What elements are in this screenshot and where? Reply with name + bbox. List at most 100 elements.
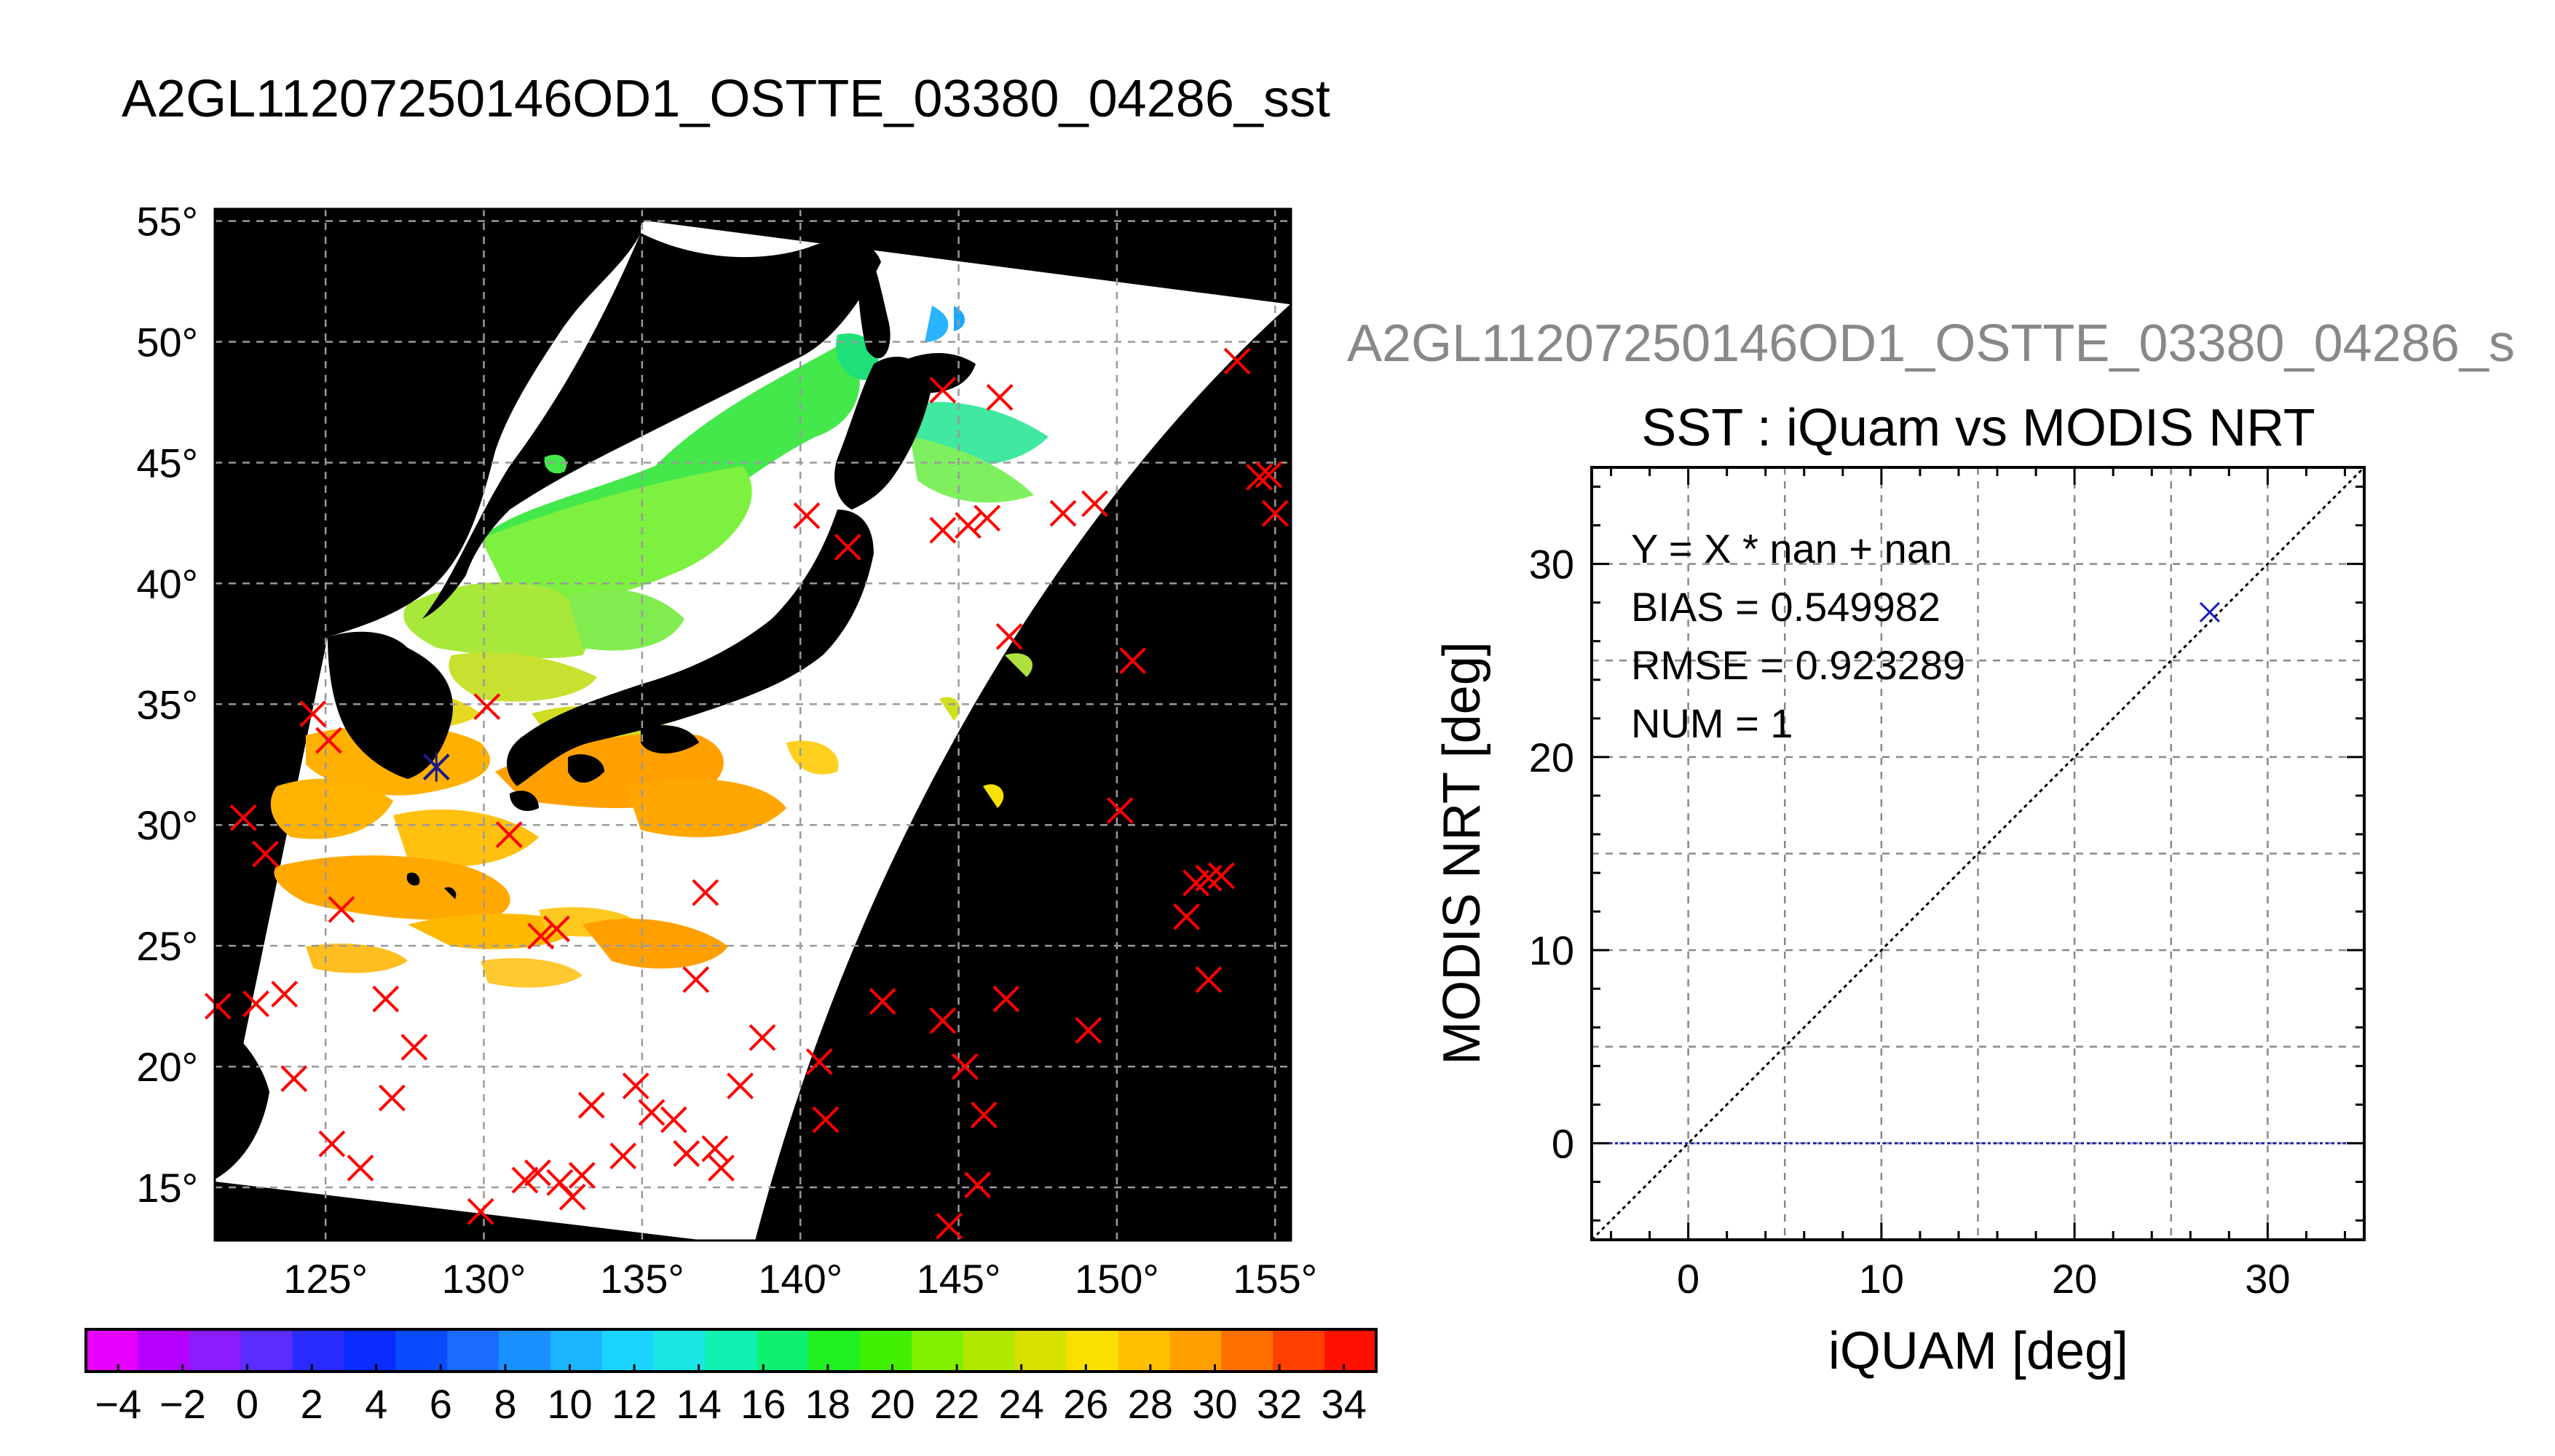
buoy-marker	[299, 700, 327, 727]
colorbar-tick-label: 0	[236, 1381, 258, 1427]
colorbar-cell	[1324, 1329, 1377, 1372]
buoy-marker	[242, 990, 269, 1018]
lon-tick-label: 155°	[1233, 1256, 1317, 1302]
x-tick-label: 10	[1859, 1256, 1904, 1302]
stat-rmse: RMSE = 0.923289	[1631, 642, 1965, 688]
colorbar-cell	[1066, 1329, 1119, 1372]
buoy-marker	[929, 1007, 957, 1034]
buoy-marker	[347, 1155, 374, 1182]
map-title: A2GL11207250146OD1_OSTTE_03380_04286_sst	[122, 70, 1330, 128]
buoy-marker	[229, 804, 257, 831]
y-tick-label: 0	[1552, 1120, 1574, 1166]
colorbar-cell	[963, 1329, 1016, 1372]
buoy-marker	[511, 1166, 539, 1194]
colorbar-tick-label: 2	[301, 1381, 323, 1427]
scatter-plot: 0 10 20 30 0 10 20 30 Y = X * nan + nan BIAS = …	[1529, 466, 2366, 1302]
stats-box: Y = X * nan + nan BIAS = 0.549982 RMSE =…	[1631, 526, 1965, 746]
buoy-marker	[1195, 966, 1223, 994]
colorbar-cell	[1169, 1329, 1222, 1372]
buoy-marker	[315, 727, 342, 754]
y-tick-label: 20	[1529, 735, 1574, 780]
colorbar-tick-label: 4	[365, 1381, 387, 1427]
buoy-marker	[1119, 647, 1147, 674]
colorbar-cell	[757, 1329, 809, 1372]
buoy-marker	[834, 534, 861, 561]
colorbar-cell	[1014, 1329, 1067, 1372]
colorbar-tick-label: 10	[547, 1381, 592, 1427]
x-axis-label: iQUAM [deg]	[1828, 1322, 2128, 1380]
lon-tick-label: 150°	[1075, 1256, 1159, 1302]
colorbar-cell	[86, 1329, 138, 1372]
stat-bias: BIAS = 0.549982	[1631, 584, 1940, 630]
colorbar-tick-label: 20	[869, 1381, 915, 1427]
buoy-marker	[379, 1084, 406, 1112]
y-tick-label: 10	[1529, 927, 1574, 973]
plot-frame	[1590, 466, 2366, 1241]
buoy-marker	[328, 895, 355, 923]
lat-tick-label: 55°	[136, 199, 198, 245]
buoy-marker	[495, 821, 523, 848]
lat-tick-label: 20°	[136, 1044, 198, 1090]
buoy-marker	[995, 622, 1023, 650]
map-gridlines	[215, 209, 1291, 1241]
y-tick-label: 30	[1529, 542, 1574, 587]
colorbar-tick-label: 32	[1257, 1381, 1302, 1427]
buoy-marker	[708, 1155, 735, 1182]
map-frame	[213, 207, 1292, 1242]
scatter-header: A2GL11207250146OD1_OSTTE_03380_04286_s	[1347, 314, 2515, 373]
buoy-marker	[964, 1171, 992, 1199]
buoy-marker	[682, 966, 710, 994]
buoy-marker	[568, 1161, 596, 1189]
buoy-marker	[812, 1106, 840, 1133]
colorbar-cell	[550, 1329, 603, 1372]
colorbar-tick-label: 12	[612, 1381, 657, 1427]
colorbar-tick-label: 26	[1063, 1381, 1108, 1427]
stat-equation: Y = X * nan + nan	[1631, 526, 1952, 571]
buoy-marker	[805, 1048, 833, 1075]
buoy-marker	[970, 1101, 998, 1128]
one-to-one-line	[1590, 466, 2366, 1241]
colorbar-tick-label: 22	[934, 1381, 979, 1427]
buoy-marker	[527, 922, 555, 950]
colorbar-tick-labels: −4 −2 0 2 4 6 8 10 12 14 16 18 20 22 24 26 28 30 32 34	[95, 1364, 1367, 1427]
buoy-marker	[692, 879, 719, 906]
colorbar-cell	[653, 1329, 706, 1372]
buoy-marker	[622, 1072, 649, 1100]
lat-tick-label: 35°	[136, 681, 198, 727]
buoy-marker	[473, 693, 501, 721]
lat-tick-label: 30°	[136, 802, 198, 848]
colorbar-tick-label: −4	[95, 1381, 141, 1427]
colorbar-tick-label: 30	[1192, 1381, 1237, 1427]
lon-tick-label: 130°	[442, 1256, 526, 1302]
buoy-marker	[869, 988, 896, 1015]
buoy-marker	[673, 1140, 700, 1167]
scatter-title: SST : iQuam vs MODIS NRT	[1641, 399, 2315, 457]
buoy-marker	[577, 1091, 605, 1119]
colorbar-cell	[1118, 1329, 1171, 1372]
buoy-marker	[543, 915, 570, 943]
sst-field	[270, 306, 1049, 988]
buoy-marker	[727, 1072, 754, 1100]
colorbar-tick-label: 24	[999, 1381, 1044, 1427]
lon-tick-label: 140°	[758, 1256, 842, 1302]
colorbar-tick-label: 8	[494, 1381, 516, 1427]
buoy-marker	[1106, 796, 1134, 824]
buoy-marker	[986, 384, 1014, 411]
buoy-marker	[280, 1065, 308, 1093]
lon-tick-label: 125°	[283, 1256, 368, 1302]
lat-tick-label: 15°	[136, 1165, 198, 1211]
y-axis-label: MODIS NRT [deg]	[1433, 641, 1491, 1065]
x-tick-label: 0	[1677, 1256, 1699, 1302]
buoy-marker	[1246, 463, 1273, 491]
matchup-marker	[422, 752, 450, 782]
buoy-marker	[524, 1159, 551, 1187]
buoy-marker	[271, 981, 299, 1008]
colorbar-cell	[1273, 1329, 1325, 1372]
stat-num: NUM = 1	[1631, 700, 1793, 746]
buoy-marker	[204, 992, 232, 1020]
buoy-marker	[951, 1053, 979, 1080]
scatter-gridlines	[1592, 467, 2364, 1240]
colorbar-cell	[808, 1329, 861, 1372]
buoy-marker	[1223, 347, 1251, 375]
